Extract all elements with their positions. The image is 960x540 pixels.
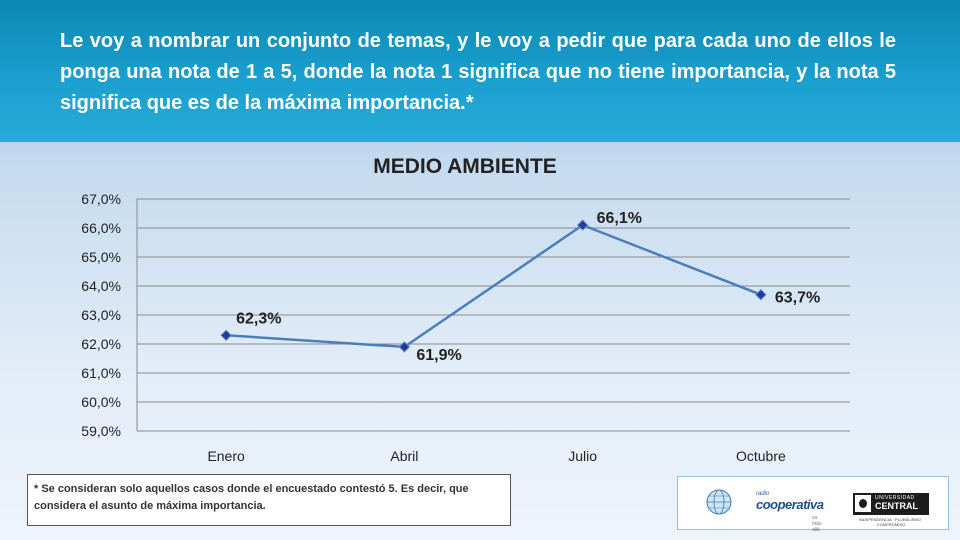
x-tick-label: Abril bbox=[390, 448, 418, 464]
question-text: Le voy a nombrar un conjunto de temas, y… bbox=[60, 30, 896, 114]
chart-gridlines bbox=[136, 198, 850, 432]
y-tick-label: 66,0% bbox=[81, 220, 121, 236]
y-tick-label: 59,0% bbox=[81, 423, 121, 439]
y-tick-label: 63,0% bbox=[81, 307, 121, 323]
cooperativa-tagline: va más allá bbox=[812, 515, 822, 533]
data-point-marker bbox=[220, 329, 232, 342]
cooperativa-logo: radio cooperativa va más allá bbox=[756, 491, 824, 533]
header-banner: Le voy a nombrar un conjunto de temas, y… bbox=[0, 0, 960, 142]
data-label: 66,1% bbox=[597, 210, 642, 227]
cooperativa-name: cooperativa bbox=[756, 497, 824, 512]
sponsor-logos: radio cooperativa va más allá UNIVERSIDA… bbox=[677, 476, 949, 533]
y-tick-label: 64,0% bbox=[81, 278, 121, 294]
cooperativa-small-text: radio bbox=[756, 491, 770, 497]
data-label: 61,9% bbox=[416, 347, 461, 364]
y-tick-label: 62,0% bbox=[81, 336, 121, 352]
data-point-marker bbox=[576, 219, 589, 231]
series-line bbox=[226, 223, 762, 349]
chart-series bbox=[220, 219, 767, 353]
ucentral-name: CENTRAL bbox=[875, 501, 918, 511]
ucentral-top-text: UNIVERSIDAD bbox=[875, 495, 915, 501]
ucentral-mark-icon bbox=[855, 495, 871, 512]
data-point-marker bbox=[398, 341, 411, 353]
data-label: 62,3% bbox=[236, 310, 281, 327]
y-tick-label: 60,0% bbox=[81, 394, 121, 410]
y-tick-label: 61,0% bbox=[81, 365, 121, 381]
globe-logo-icon bbox=[706, 489, 732, 515]
x-tick-label: Enero bbox=[207, 448, 245, 464]
ucentral-tagline: INDEPENDENCIA · PLURALISMO · COMPROMISO bbox=[858, 517, 924, 527]
y-axis-tick-labels: 59,0% 60,0% 61,0% 62,0% 63,0% 64,0% 65,0% 66,0%… bbox=[81, 191, 121, 439]
x-tick-label: Octubre bbox=[736, 448, 786, 464]
footnote: * Se consideran solo aquellos casos dond… bbox=[27, 474, 511, 526]
y-tick-label: 65,0% bbox=[81, 249, 121, 265]
y-tick-label: 67,0% bbox=[81, 191, 121, 207]
x-tick-label: Julio bbox=[568, 448, 597, 464]
ucentral-logo: UNIVERSIDAD CENTRAL INDEPENDENCIA · PLUR… bbox=[853, 493, 929, 527]
chart-data-labels: 62,3% 61,9% 66,1% 63,7% bbox=[236, 210, 820, 364]
x-axis-tick-labels: Enero Abril Julio Octubre bbox=[207, 448, 786, 464]
data-point-marker bbox=[755, 288, 767, 301]
data-label: 63,7% bbox=[775, 290, 820, 307]
chart-title: MEDIO AMBIENTE bbox=[373, 155, 557, 178]
